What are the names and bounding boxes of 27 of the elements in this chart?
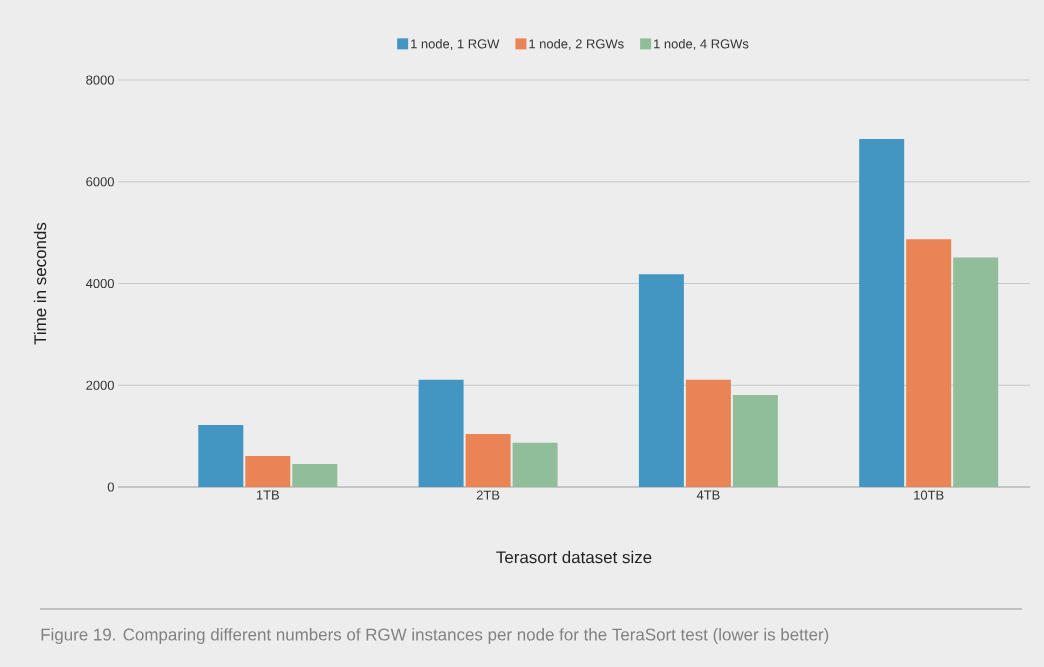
bar	[465, 434, 511, 487]
bar	[292, 464, 338, 487]
caption: Figure 19. Comparing different numbers of RGW instances per node for the TeraSort test (lower is better)	[41, 628, 829, 644]
x-tick-label: 1TB	[256, 490, 279, 500]
bar	[512, 442, 558, 487]
y-axis-title: Time in seconds	[33, 222, 47, 345]
legend-label: 1 node, 4 RGWs	[654, 38, 749, 50]
x-tick-label: 4TB	[696, 490, 720, 500]
y-tick-label: 4000	[85, 278, 114, 289]
bar	[732, 394, 778, 487]
y-tick-label: 2000	[86, 380, 114, 390]
y-tick-label: 6000	[86, 177, 114, 187]
bar	[418, 379, 464, 487]
y-tick-label: 0	[107, 482, 114, 492]
bar	[953, 257, 999, 487]
x-axis-title: Terasort dataset size	[496, 550, 652, 564]
bar	[198, 424, 244, 487]
bar	[685, 379, 731, 487]
legend-label: 1 node, 2 RGWs	[529, 38, 624, 50]
x-tick-label: 10TB	[914, 490, 944, 500]
bar	[638, 274, 684, 487]
bar	[245, 455, 291, 487]
x-tick-label: 2TB	[476, 490, 500, 500]
y-tick-label: 8000	[86, 75, 114, 85]
legend-label: 1 node, 1 RGW	[411, 38, 500, 50]
bar	[859, 139, 905, 487]
bar	[906, 239, 952, 487]
